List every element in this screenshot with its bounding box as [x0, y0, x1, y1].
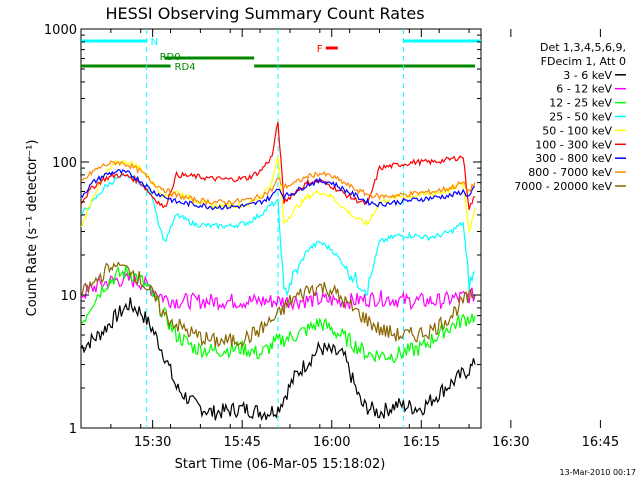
y-tick-label: 100 [52, 156, 77, 171]
y-tick-label: 10 [60, 289, 77, 304]
x-tick-label: 16:45 [582, 435, 619, 450]
x-tick-label: 15:45 [223, 435, 260, 450]
annotation-n-label: N [151, 37, 158, 48]
series-line-2 [80, 265, 476, 364]
legend-label: 50 - 100 keV [542, 124, 612, 137]
y-tick-label: 1000 [44, 23, 77, 38]
series-line-3 [80, 173, 476, 298]
legend-header: FDecim 1, Att 0 [541, 55, 626, 68]
x-tick-label: 15:30 [134, 435, 171, 450]
footer-timestamp: 13-Mar-2010 00:17 [560, 468, 637, 477]
y-axis-label: Count Rate (s⁻¹ detector⁻¹) [25, 140, 40, 317]
series-line-8 [80, 261, 476, 348]
legend-label: 7000 - 20000 keV [514, 180, 612, 193]
legend: Det 1,3,4,5,6,9,FDecim 1, Att 03 - 6 keV… [514, 41, 626, 193]
x-tick-label: 16:30 [492, 435, 529, 450]
x-tick-label: 16:15 [403, 435, 440, 450]
series-line-1 [80, 271, 476, 312]
legend-header: Det 1,3,4,5,6,9, [540, 41, 626, 54]
legend-label: 6 - 12 keV [556, 83, 612, 96]
legend-label: 12 - 25 keV [549, 97, 612, 110]
plot-frame [80, 28, 482, 429]
y-tick-label: 1 [69, 422, 77, 437]
legend-label: 800 - 7000 keV [528, 166, 612, 179]
legend-label: 300 - 800 keV [535, 152, 612, 165]
annotation-f-label: F [317, 44, 323, 55]
series-line-5 [80, 121, 476, 210]
chart-title: HESSI Observing Summary Count Rates [105, 4, 424, 23]
series-line-6 [80, 169, 476, 211]
legend-label: 3 - 6 keV [563, 69, 612, 82]
series-line-0 [80, 297, 476, 422]
legend-label: 100 - 300 keV [535, 138, 612, 151]
x-tick-label: 16:00 [313, 435, 350, 450]
x-axis-label: Start Time (06-Mar-05 15:18:02) [175, 457, 386, 472]
annotation-rd0-label: RD0 [160, 52, 181, 63]
legend-label: 25 - 50 keV [549, 111, 612, 124]
series-line-7 [80, 160, 476, 206]
annotation-rd4-label: RD4 [175, 62, 196, 73]
